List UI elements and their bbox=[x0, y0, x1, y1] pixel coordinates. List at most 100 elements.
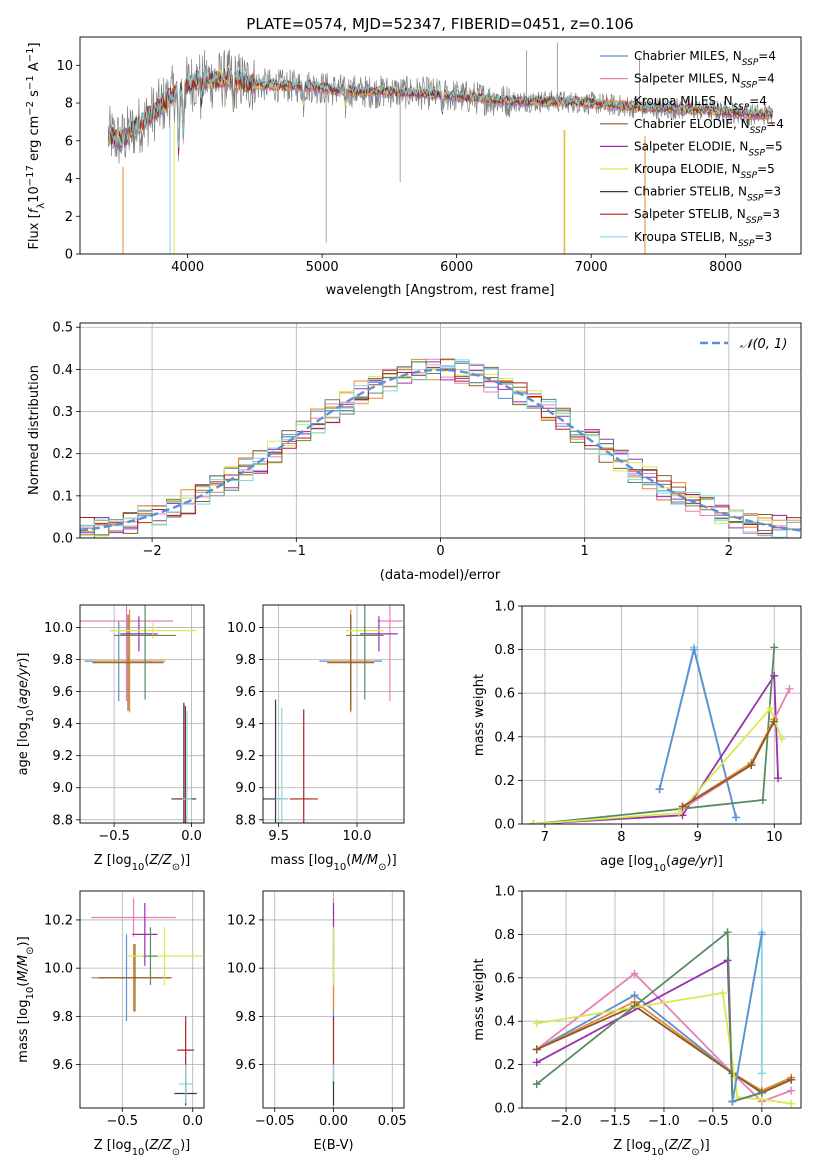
x-tick-label: 2 bbox=[725, 544, 733, 559]
x-axis-label: E(B-V) bbox=[313, 1138, 353, 1153]
y-tick-label: 0.0 bbox=[494, 818, 515, 833]
plot-area bbox=[91, 898, 203, 1106]
y-tick-label: 1.0 bbox=[494, 885, 515, 900]
y-tick-label: 2 bbox=[65, 210, 73, 225]
normal-reference-curve bbox=[80, 368, 801, 532]
y-tick-label: 4 bbox=[65, 172, 73, 187]
x-tick-label: −1.5 bbox=[599, 1114, 631, 1129]
weight-marker bbox=[774, 774, 783, 783]
errorbar-point bbox=[377, 605, 403, 702]
legend: Chabrier MILES, NSSP=4 Salpeter MILES, NS… bbox=[600, 49, 784, 249]
panel-residuals: −2 −1 0 1 2 0.0 0.1 0.2 0.3 0.4 0.5 (data-model)/er… bbox=[27, 321, 802, 583]
x-tick-label: 4000 bbox=[171, 260, 204, 275]
panel-spectrum: 4000 5000 6000 7000 8000 0 2 4 6 8 10 wavelength [A… bbox=[25, 36, 802, 298]
y-axis-label: Flux [fλ10−17 erg cm−2 s−1 A−1] bbox=[25, 42, 47, 249]
y-tick-label: 6 bbox=[65, 134, 73, 149]
panel-mass_vs_Z: −0.5 0.0 9.6 9.8 10.0 10.2 Z [log10(Z/Z⊙)] mass… bbox=[16, 890, 205, 1158]
weight-line bbox=[533, 672, 779, 824]
errorbar-point bbox=[98, 944, 172, 1012]
y-tick-label: 0.0 bbox=[494, 1102, 515, 1117]
y-tick-label: 9.4 bbox=[52, 717, 73, 732]
x-tick-label: 7 bbox=[541, 830, 549, 845]
histogram-kroupa-stelib bbox=[80, 359, 801, 538]
weight-marker bbox=[689, 645, 698, 654]
y-tick-label: 0.2 bbox=[494, 774, 515, 789]
x-tick-label: 5000 bbox=[306, 260, 339, 275]
y-tick-label: 10.0 bbox=[44, 621, 73, 636]
y-tick-label: 9.4 bbox=[235, 717, 256, 732]
model-line-salpeter-stelib bbox=[107, 68, 773, 155]
plot-area bbox=[263, 605, 403, 823]
x-axis-label: Z [log10(Z/Z⊙)] bbox=[94, 1138, 191, 1158]
y-tick-label: 0.1 bbox=[52, 489, 73, 504]
legend-entry: Salpeter ELODIE, NSSP=5 bbox=[634, 139, 783, 158]
errorbar-point bbox=[120, 616, 158, 652]
errorbar-point bbox=[80, 605, 173, 702]
errorbar-point bbox=[93, 609, 166, 713]
x-tick-label: 6000 bbox=[440, 260, 473, 275]
weight-marker bbox=[758, 796, 767, 805]
y-tick-label: 0 bbox=[65, 248, 73, 263]
weight-marker bbox=[770, 717, 779, 726]
y-tick-label: 9.8 bbox=[235, 653, 256, 668]
weight-marker bbox=[532, 1080, 541, 1089]
weight-marker bbox=[655, 785, 664, 794]
plot-area bbox=[532, 928, 796, 1108]
x-tick-label: 0.0 bbox=[182, 1114, 203, 1129]
panel-age_vs_mass: 9.5 10.0 8.8 9.0 9.2 9.4 9.6 9.8 10.0 mass [log10… bbox=[227, 604, 405, 873]
x-tick-label: −0.05 bbox=[255, 1114, 295, 1129]
y-tick-label: 9.0 bbox=[235, 781, 256, 796]
y-axis-label: mass [log10(M/M⊙)] bbox=[16, 936, 36, 1062]
errorbar-point bbox=[275, 707, 289, 823]
x-tick-label: 0.0 bbox=[181, 829, 202, 844]
axes-frame bbox=[521, 605, 802, 825]
x-axis-label: Z [log10(Z/Z⊙)] bbox=[94, 853, 191, 873]
legend-entry: Kroupa STELIB, NSSP=3 bbox=[634, 230, 772, 249]
weight-marker bbox=[747, 761, 756, 770]
legend-entry: Chabrier ELODIE, NSSP=4 bbox=[634, 117, 784, 136]
weight-marker bbox=[532, 1019, 541, 1028]
y-tick-label: 10.0 bbox=[44, 962, 73, 977]
errorbar-point bbox=[143, 927, 158, 986]
y-tick-label: 0.3 bbox=[52, 405, 73, 420]
y-tick-label: 0.6 bbox=[494, 687, 515, 702]
weight-marker bbox=[723, 928, 732, 937]
errorbar-point bbox=[126, 927, 203, 986]
x-axis-label: mass [log10(M/M⊙)] bbox=[270, 853, 396, 873]
axes-frame bbox=[521, 890, 802, 1109]
x-tick-label: −2 bbox=[143, 544, 162, 559]
x-tick-label: 0.0 bbox=[751, 1114, 772, 1129]
weight-marker bbox=[630, 969, 639, 978]
y-tick-label: 10.2 bbox=[227, 913, 256, 928]
y-tick-label: 0.2 bbox=[52, 447, 73, 462]
weight-marker bbox=[532, 1058, 541, 1067]
y-tick-label: 0.8 bbox=[494, 928, 515, 943]
plot-area bbox=[80, 358, 801, 538]
x-tick-label: 0.00 bbox=[319, 1114, 348, 1129]
plot-area bbox=[80, 605, 197, 823]
panel-mass_weight_vs_age: 7 8 9 10 0.0 0.2 0.4 0.6 0.8 1.0 age [log10(age/yr… bbox=[472, 600, 802, 874]
x-tick-label: 7000 bbox=[575, 260, 608, 275]
y-tick-label: 8 bbox=[65, 97, 73, 112]
y-tick-label: 0.2 bbox=[494, 1058, 515, 1073]
plot-area bbox=[107, 42, 773, 254]
x-tick-label: 10.0 bbox=[343, 829, 372, 844]
weight-marker bbox=[757, 1088, 766, 1097]
x-tick-label: 1 bbox=[581, 544, 589, 559]
errorbar-point bbox=[346, 605, 384, 700]
errorbar-point bbox=[91, 898, 176, 937]
y-tick-label: 1.0 bbox=[494, 600, 515, 615]
weight-marker bbox=[785, 684, 794, 693]
axes-frame bbox=[79, 604, 205, 824]
histogram-chabrier-elodie-alt bbox=[80, 361, 801, 538]
y-axis-label: age [log10(age/yr)] bbox=[16, 653, 36, 776]
weight-marker bbox=[777, 734, 786, 743]
y-tick-label: 0.6 bbox=[494, 971, 515, 986]
plot-area bbox=[529, 643, 794, 824]
y-tick-label: 9.6 bbox=[235, 685, 256, 700]
weight-marker bbox=[674, 809, 683, 818]
panel-mass_weight_vs_Z: −2.0 −1.5 −1.0 −0.5 0.0 0.0 0.2 0.4 0.6 0.8 1.0 Z [… bbox=[472, 885, 802, 1158]
y-tick-label: 0.5 bbox=[52, 321, 73, 336]
y-tick-label: 0.4 bbox=[52, 363, 73, 378]
